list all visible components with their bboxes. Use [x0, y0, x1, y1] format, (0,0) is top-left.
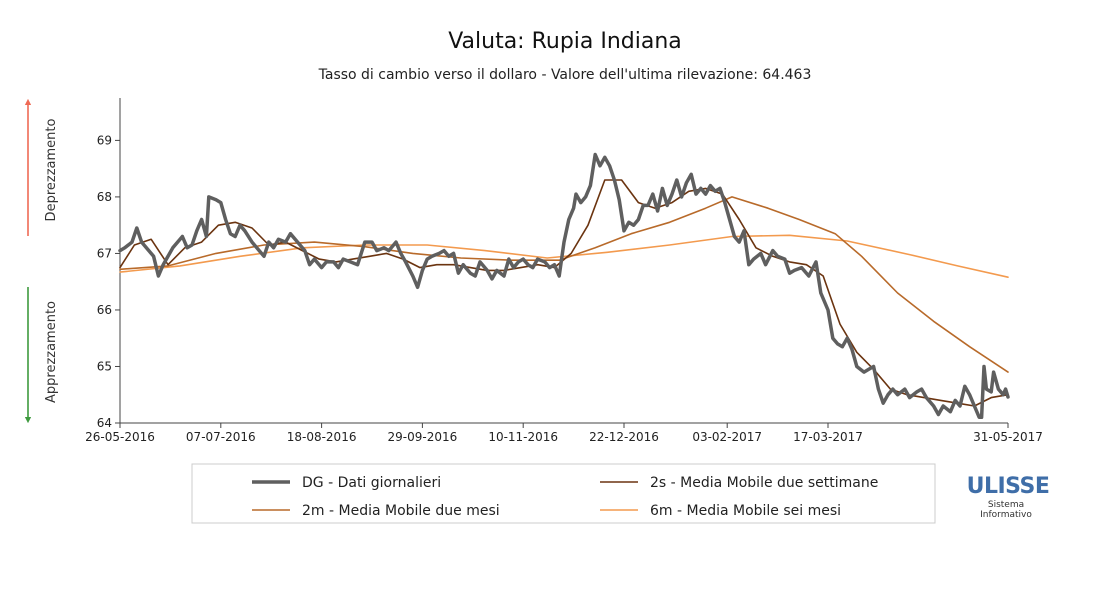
y-tick-label: 69	[97, 133, 112, 147]
series-line-1	[118, 152, 1010, 420]
y-tick-label: 68	[97, 190, 112, 204]
x-tick-label: 07-07-2016	[186, 430, 256, 444]
legend-label-3: 2m - Media Mobile due mesi	[302, 503, 500, 519]
series-line-4	[119, 234, 1009, 278]
logo-name: ULISSE	[967, 474, 1050, 499]
plot-area	[118, 152, 1010, 420]
y-tick-label: 67	[97, 246, 112, 260]
legend-label-2: 2s - Media Mobile due settimane	[650, 475, 878, 491]
x-tick-label: 17-03-2017	[793, 430, 863, 444]
legend: DG - Dati giornalieri 2s - Media Mobile d…	[252, 475, 878, 519]
legend-box	[191, 463, 936, 524]
x-tick-label: 18-08-2016	[287, 430, 357, 444]
series-line-3	[119, 196, 1009, 373]
logo-line2: Informativo	[980, 510, 1032, 520]
legend-label-4: 6m - Media Mobile sei mesi	[650, 503, 841, 519]
axes: 64 65 66 67 68 69 26-05-2016 07-07-2016 18-08-20…	[85, 98, 1043, 444]
chart-title: Valuta: Rupia Indiana	[448, 29, 682, 54]
x-tick-label: 22-12-2016	[589, 430, 659, 444]
x-tick-label: 03-02-2017	[692, 430, 762, 444]
chart-subtitle: Tasso di cambio verso il dollaro - Valor…	[318, 67, 812, 83]
x-tick-label: 10-11-2016	[488, 430, 558, 444]
y-tick-label: 66	[97, 303, 112, 317]
x-tick-label: 26-05-2016	[85, 430, 155, 444]
logo-line1: Sistema	[988, 500, 1024, 510]
ulisse-logo: ULISSE Sistema Informativo	[967, 474, 1050, 520]
y-tick-label: 65	[97, 359, 112, 373]
x-tick-label: 31-05-2017	[973, 430, 1043, 444]
x-tick-label: 29-09-2016	[388, 430, 458, 444]
depreciation-label: Deprezzamento	[44, 119, 59, 222]
y-tick-label: 64	[97, 416, 112, 430]
appreciation-label: Apprezzamento	[44, 301, 59, 403]
legend-label-1: DG - Dati giornalieri	[302, 475, 441, 491]
